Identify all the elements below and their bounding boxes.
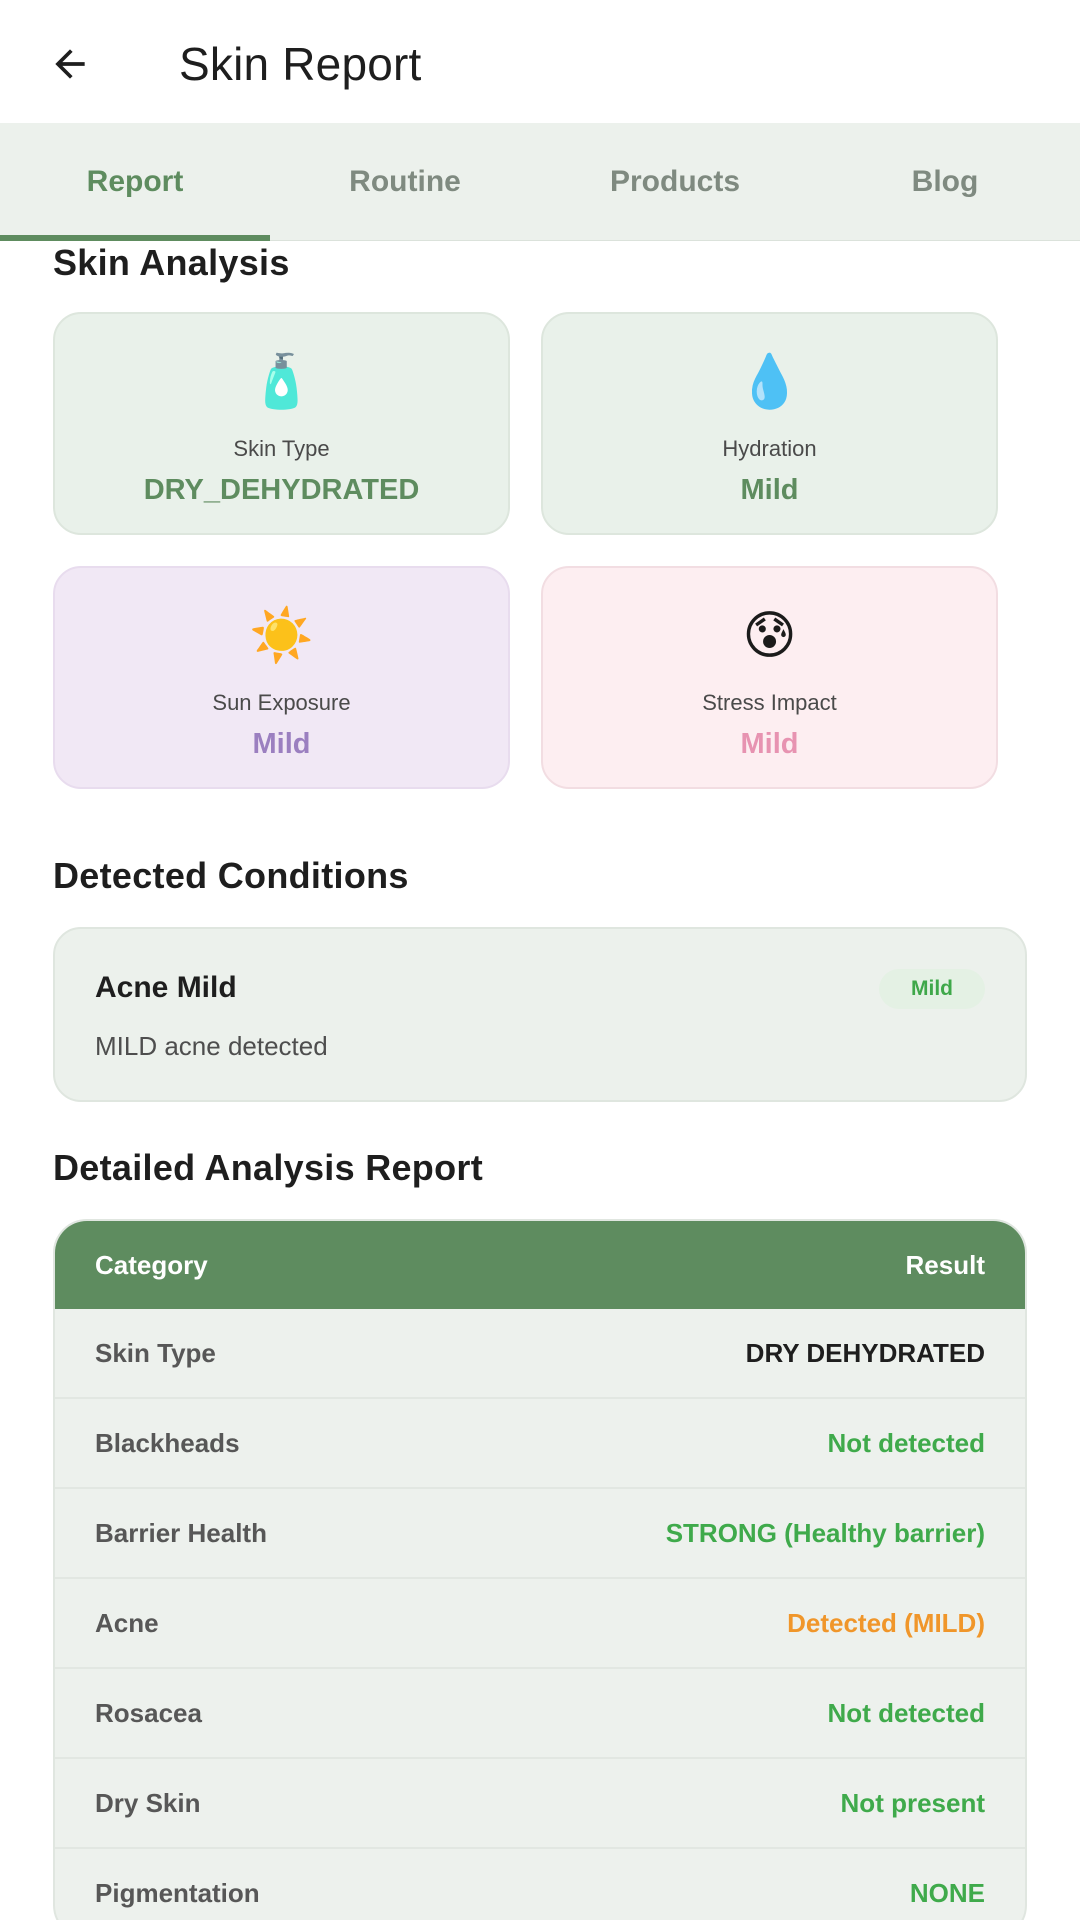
- card-value: Mild: [740, 474, 799, 506]
- droplet-icon: 💧: [737, 353, 802, 411]
- skin-analysis-heading: Skin Analysis: [53, 242, 290, 283]
- app-bar: Skin Report: [0, 0, 1080, 123]
- row-result: Detected (MILD): [787, 1607, 985, 1638]
- condition-name: Acne Mild: [95, 971, 237, 1004]
- row-category: Pigmentation: [95, 1877, 260, 1908]
- result-column-header: Result: [905, 1249, 985, 1280]
- row-category: Acne: [95, 1607, 159, 1638]
- table-row: Barrier Health STRONG (Healthy barrier): [55, 1489, 1025, 1579]
- row-category: Dry Skin: [95, 1787, 201, 1818]
- row-result: Not present: [840, 1787, 985, 1818]
- sun-exposure-card: ☀️ Sun Exposure Mild: [53, 566, 510, 789]
- detected-conditions-heading: Detected Conditions: [53, 855, 409, 896]
- table-row: Pigmentation NONE: [55, 1849, 1025, 1920]
- row-result: Not detected: [827, 1697, 985, 1728]
- category-column-header: Category: [95, 1249, 208, 1280]
- table-row: Rosacea Not detected: [55, 1669, 1025, 1759]
- row-result: STRONG (Healthy barrier): [665, 1517, 985, 1548]
- lotion-bottle-icon: 🧴: [249, 353, 314, 411]
- row-category: Barrier Health: [95, 1517, 267, 1548]
- tab-routine[interactable]: Routine: [349, 165, 461, 198]
- tab-products[interactable]: Products: [609, 165, 741, 198]
- stress-impact-card: 😰 Stress Impact Mild: [541, 566, 998, 789]
- detailed-report-heading: Detailed Analysis Report: [53, 1147, 483, 1188]
- card-label: Sun Exposure: [212, 690, 351, 715]
- tab-report[interactable]: Report: [86, 165, 184, 198]
- skin-type-card: 🧴 Skin Type DRY_DEHYDRATED: [53, 312, 510, 535]
- row-result: DRY DEHYDRATED: [745, 1337, 985, 1368]
- row-result: Not detected: [827, 1427, 985, 1458]
- analysis-report-table: Category Result Skin Type DRY DEHYDRATED…: [53, 1219, 1027, 1920]
- table-row: Dry Skin Not present: [55, 1759, 1025, 1849]
- arrow-back-icon[interactable]: [40, 34, 100, 94]
- hydration-card: 💧 Hydration Mild: [541, 312, 998, 535]
- severity-badge: Mild: [879, 969, 985, 1009]
- arrow-back-svg: [55, 49, 85, 79]
- row-result: NONE: [909, 1877, 985, 1908]
- card-value: Mild: [252, 728, 311, 760]
- page-title: Skin Report: [179, 38, 422, 90]
- sun-icon: ☀️: [249, 607, 314, 665]
- card-value: DRY_DEHYDRATED: [143, 474, 420, 506]
- row-category: Skin Type: [95, 1337, 216, 1368]
- condition-description: MILD acne detected: [95, 1031, 328, 1061]
- table-row: Blackheads Not detected: [55, 1399, 1025, 1489]
- tab-bar: Report Routine Products Blog: [0, 123, 1080, 241]
- card-value: Mild: [740, 728, 799, 760]
- card-label: Skin Type: [233, 436, 330, 461]
- condition-card[interactable]: Acne Mild Mild MILD acne detected: [53, 927, 1027, 1102]
- row-category: Rosacea: [95, 1697, 202, 1728]
- table-header: Category Result: [55, 1221, 1025, 1309]
- tab-blog[interactable]: Blog: [911, 165, 979, 198]
- row-category: Blackheads: [95, 1427, 240, 1458]
- card-label: Hydration: [722, 436, 817, 461]
- anxious-face-icon: 😰: [742, 607, 797, 665]
- card-label: Stress Impact: [702, 690, 837, 715]
- active-tab-indicator: [0, 235, 270, 241]
- table-row: Acne Detected (MILD): [55, 1579, 1025, 1669]
- table-row: Skin Type DRY DEHYDRATED: [55, 1309, 1025, 1399]
